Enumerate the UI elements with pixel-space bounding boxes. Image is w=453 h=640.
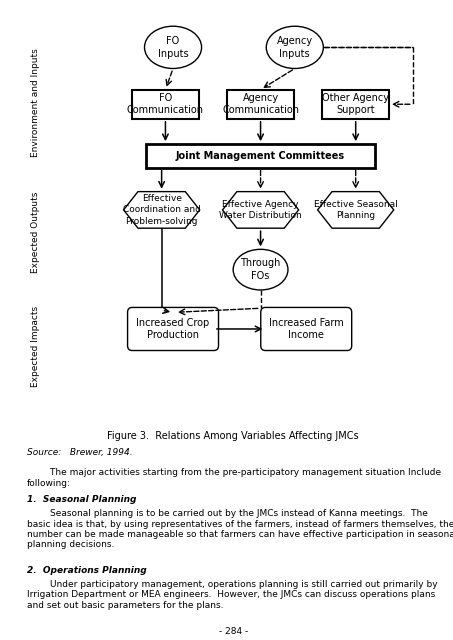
Polygon shape	[124, 191, 200, 228]
Ellipse shape	[233, 250, 288, 290]
Text: Seasonal planning is to be carried out by the JMCs instead of Kanna meetings.  T: Seasonal planning is to be carried out b…	[27, 509, 453, 549]
Ellipse shape	[266, 26, 323, 68]
Text: Source:   Brewer, 1994.: Source: Brewer, 1994.	[27, 448, 133, 457]
Text: Increased Crop
Production: Increased Crop Production	[136, 318, 210, 340]
Polygon shape	[318, 191, 394, 228]
Text: Expected Impacts: Expected Impacts	[31, 305, 40, 387]
Text: Other Agency
Support: Other Agency Support	[322, 93, 389, 115]
FancyBboxPatch shape	[227, 90, 294, 119]
Text: Figure 3.  Relations Among Variables Affecting JMCs: Figure 3. Relations Among Variables Affe…	[107, 431, 359, 441]
FancyBboxPatch shape	[132, 90, 199, 119]
FancyBboxPatch shape	[261, 307, 352, 351]
Text: Environment and Inputs: Environment and Inputs	[31, 48, 40, 157]
Text: Joint Management Committees: Joint Management Committees	[176, 151, 345, 161]
Ellipse shape	[145, 26, 202, 68]
Text: The major activities starting from the pre-participatory management situation In: The major activities starting from the p…	[27, 468, 441, 488]
Text: Effective
Coordination and
Problem-solving: Effective Coordination and Problem-solvi…	[123, 195, 201, 225]
Text: Increased Farm
Income: Increased Farm Income	[269, 318, 344, 340]
Text: 2.  Operations Planning: 2. Operations Planning	[27, 566, 147, 575]
Text: Agency
Communication: Agency Communication	[222, 93, 299, 115]
Polygon shape	[222, 191, 299, 228]
Text: FO
Inputs: FO Inputs	[158, 36, 188, 58]
FancyBboxPatch shape	[128, 307, 218, 351]
Text: FO
Communication: FO Communication	[127, 93, 204, 115]
Text: Expected Outputs: Expected Outputs	[31, 191, 40, 273]
Text: Through
FOs: Through FOs	[241, 259, 281, 281]
Text: Effective Agency
Water Distribution: Effective Agency Water Distribution	[219, 200, 302, 220]
Text: Effective Seasonal
Planning: Effective Seasonal Planning	[314, 200, 398, 220]
Text: 1.  Seasonal Planning: 1. Seasonal Planning	[27, 495, 137, 504]
Text: Agency
Inputs: Agency Inputs	[277, 36, 313, 58]
FancyBboxPatch shape	[146, 144, 375, 168]
FancyBboxPatch shape	[323, 90, 389, 119]
Text: - 284 -: - 284 -	[219, 627, 248, 636]
Text: Under participatory management, operations planning is still carried out primari: Under participatory management, operatio…	[27, 580, 438, 610]
